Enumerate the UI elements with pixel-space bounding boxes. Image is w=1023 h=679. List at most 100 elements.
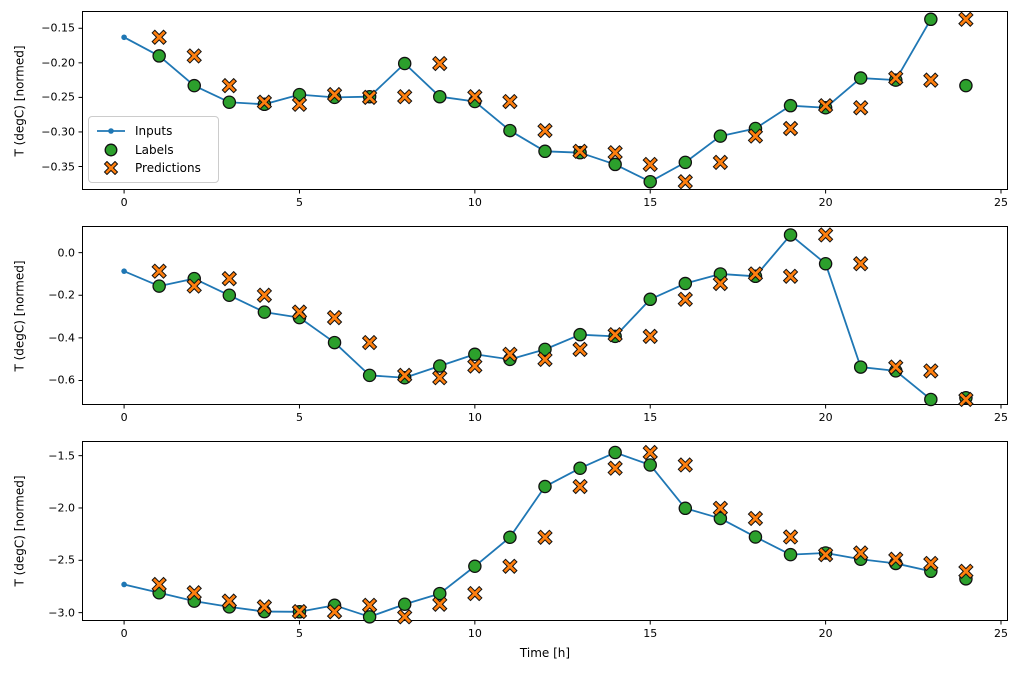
x-tick-label: 25 bbox=[993, 627, 1008, 640]
label-point bbox=[362, 368, 377, 383]
prediction-point bbox=[361, 334, 378, 351]
prediction-point bbox=[151, 29, 167, 45]
label-point bbox=[538, 144, 552, 159]
axes-spines bbox=[82, 11, 1008, 190]
subplot-3 bbox=[78, 441, 1008, 625]
label-point bbox=[433, 89, 447, 104]
prediction-point bbox=[537, 351, 553, 368]
prediction-point bbox=[256, 599, 273, 615]
prediction-point bbox=[958, 563, 974, 579]
inputs-point bbox=[121, 268, 127, 274]
x-tick-label: 20 bbox=[818, 196, 833, 209]
label-point bbox=[397, 597, 412, 612]
label-point bbox=[748, 530, 763, 544]
x-tick-label: 0 bbox=[120, 627, 128, 640]
prediction-point bbox=[958, 391, 974, 408]
prediction-point bbox=[502, 93, 518, 110]
prediction-point bbox=[747, 510, 764, 527]
prediction-point bbox=[852, 100, 869, 116]
prediction-point bbox=[361, 89, 378, 106]
prediction-point bbox=[817, 97, 834, 114]
prediction-point bbox=[151, 263, 167, 279]
prediction-point bbox=[537, 529, 553, 545]
prediction-point bbox=[186, 278, 202, 294]
x-tick-label: 10 bbox=[467, 627, 482, 640]
inputs-point bbox=[121, 34, 127, 41]
x-tick-label: 20 bbox=[818, 411, 833, 424]
label-point bbox=[643, 292, 657, 307]
prediction-point bbox=[677, 174, 694, 190]
y-tick-label: −2.5 bbox=[48, 553, 75, 567]
label-point bbox=[468, 559, 482, 574]
y-axis-label: T (degC) [normed] bbox=[13, 44, 28, 157]
label-point bbox=[643, 174, 657, 189]
prediction-point bbox=[923, 555, 939, 572]
legend-label-inputs: Inputs bbox=[135, 124, 173, 138]
prediction-point bbox=[291, 96, 308, 113]
label-point bbox=[222, 95, 237, 109]
label-point bbox=[573, 327, 587, 342]
axes-spines bbox=[82, 226, 1008, 405]
label-point bbox=[187, 78, 201, 93]
label-point bbox=[678, 155, 693, 170]
legend-label-predictions: Predictions bbox=[135, 161, 201, 175]
label-point bbox=[783, 98, 798, 113]
label-point bbox=[397, 56, 412, 71]
prediction-point bbox=[923, 72, 939, 88]
x-tick-label: 15 bbox=[643, 627, 658, 640]
prediction-point bbox=[361, 597, 378, 614]
prediction-point bbox=[642, 156, 658, 173]
prediction-point bbox=[396, 88, 413, 105]
label-point bbox=[959, 78, 973, 93]
x-tick-label: 5 bbox=[295, 196, 303, 209]
label-point bbox=[257, 305, 272, 319]
legend-item-labels: Labels bbox=[95, 141, 209, 159]
prediction-point bbox=[747, 128, 764, 144]
prediction-point bbox=[782, 120, 799, 137]
prediction-point bbox=[888, 70, 904, 86]
prediction-point bbox=[151, 576, 167, 593]
prediction-point bbox=[888, 359, 904, 375]
inputs-line-icon bbox=[97, 128, 125, 134]
label-point bbox=[152, 49, 166, 63]
prediction-point bbox=[502, 558, 518, 574]
inputs-line bbox=[123, 234, 932, 401]
x-tick-label: 0 bbox=[120, 411, 128, 424]
x-tick-label: 15 bbox=[643, 411, 658, 424]
label-point bbox=[503, 530, 517, 545]
label-point bbox=[924, 392, 938, 407]
label-point bbox=[643, 458, 657, 472]
y-tick-label: −0.35 bbox=[41, 160, 75, 173]
y-axis-label: T (degC) [normed] bbox=[13, 259, 28, 372]
label-point bbox=[503, 123, 517, 138]
y-tick-label: −0.6 bbox=[48, 373, 75, 387]
prediction-point bbox=[712, 275, 729, 292]
y-tick-label: −1.5 bbox=[48, 449, 75, 463]
prediction-point bbox=[607, 144, 623, 161]
label-point bbox=[573, 461, 587, 475]
prediction-point bbox=[572, 341, 588, 358]
prediction-point bbox=[467, 585, 483, 602]
prediction-point bbox=[607, 326, 623, 343]
subplot-2 bbox=[78, 226, 1008, 409]
y-tick-label: −0.30 bbox=[41, 125, 75, 139]
prediction-point bbox=[712, 154, 729, 171]
label-point bbox=[608, 157, 622, 172]
prediction-point bbox=[852, 545, 869, 561]
label-point bbox=[713, 267, 728, 281]
label-point bbox=[924, 12, 938, 27]
prediction-point bbox=[326, 309, 343, 326]
label-point bbox=[853, 71, 868, 85]
label-point bbox=[292, 87, 307, 102]
label-point bbox=[608, 445, 622, 460]
prediction-point bbox=[677, 457, 694, 473]
prediction-point bbox=[923, 363, 939, 379]
legend-label-labels: Labels bbox=[135, 142, 174, 157]
prediction-point bbox=[642, 328, 658, 345]
prediction-point bbox=[817, 546, 834, 563]
prediction-point bbox=[712, 500, 729, 516]
x-tick-label: 5 bbox=[295, 627, 303, 640]
prediction-point bbox=[677, 291, 694, 308]
y-tick-label: −2.0 bbox=[48, 501, 75, 515]
prediction-point bbox=[396, 367, 413, 384]
